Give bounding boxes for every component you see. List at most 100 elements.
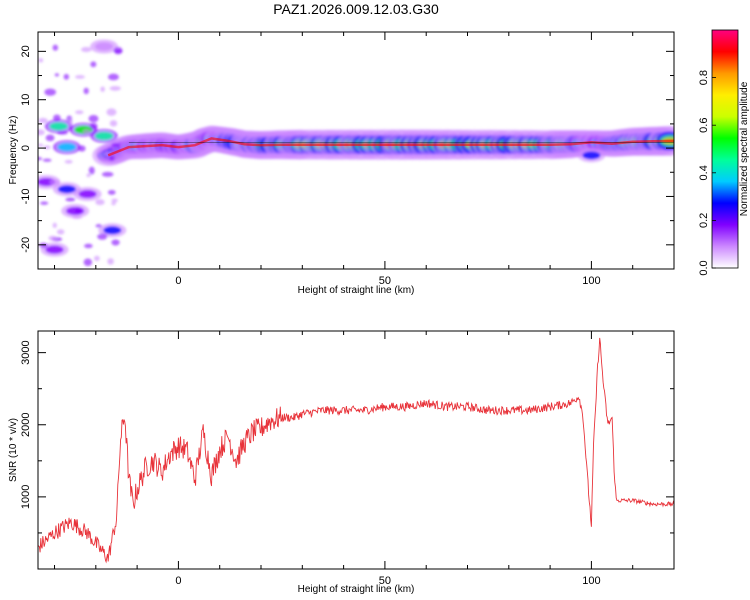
spectrogram-y-tick-label: 0	[20, 145, 32, 151]
snr-content	[38, 337, 674, 564]
snr-plot-area	[38, 331, 674, 569]
noise-speckle	[111, 143, 120, 147]
noise-speckle	[38, 143, 44, 147]
noise-speckle	[107, 258, 114, 265]
noise-speckle	[95, 199, 105, 206]
noise-speckle	[100, 86, 105, 92]
spectrogram-y-tick-label: 20	[20, 45, 32, 57]
spectrogram-x-tick-label: 50	[379, 275, 391, 287]
noise-speckle	[63, 73, 70, 80]
snr-series-line	[38, 337, 674, 564]
spectrogram-panel: 0 50 100 -20 -10 0 10 20 Height of straight lin…	[8, 31, 675, 296]
noise-speckle	[78, 145, 86, 152]
noise-speckle	[109, 155, 115, 162]
noise-speckle	[72, 215, 82, 219]
noise-speckle	[111, 198, 118, 203]
noise-speckle	[113, 49, 123, 53]
noise-speckle	[38, 58, 44, 63]
snr-y-tick-label: 1000	[20, 485, 32, 509]
colorbar-tick-label: 0.6	[698, 118, 710, 133]
noise-speckle	[64, 160, 73, 164]
spectrogram-content	[38, 39, 674, 267]
colorbar-tick-label: 0.4	[698, 165, 710, 180]
noise-speckle	[84, 243, 93, 249]
spectrogram-ticks: 0 50 100 -20 -10 0 10 20	[20, 32, 675, 287]
noise-speckle	[90, 61, 97, 68]
spectrogram-y-axis-label: Frequency (Hz)	[8, 116, 19, 185]
noise-speckle	[53, 114, 61, 122]
noise-speckle	[65, 197, 76, 202]
snr-x-tick-label: 100	[582, 575, 600, 587]
blob-core	[57, 143, 76, 152]
noise-speckle	[88, 166, 95, 175]
spectrogram-y-tick-label: -20	[20, 237, 32, 253]
snr-x-tick-label: 0	[175, 575, 181, 587]
spectrogram-x-axis-label: Height of straight line (km)	[298, 285, 415, 296]
colorbar-tick-label: 0.8	[698, 70, 710, 85]
noise-speckle	[45, 134, 55, 142]
blob-core	[57, 185, 76, 194]
noise-speckle	[49, 179, 61, 185]
noise-speckle	[81, 47, 92, 53]
blob-core	[45, 245, 64, 254]
noise-speckle	[75, 75, 85, 79]
noise-speckle	[83, 87, 89, 95]
noise-speckle	[82, 129, 91, 135]
noise-speckle	[38, 117, 48, 124]
noise-speckle	[111, 202, 116, 206]
colorbar-frame	[711, 29, 739, 269]
noise-speckle	[88, 114, 99, 123]
spectrogram-frame	[37, 31, 675, 270]
noise-speckle	[42, 158, 52, 162]
blob-core	[95, 42, 114, 51]
snr-panel: 0 50 100 1000 2000 3000 Height of straight li…	[8, 330, 675, 595]
noise-speckle	[56, 229, 65, 235]
noise-speckle	[86, 173, 91, 178]
noise-speckle	[83, 258, 93, 267]
noise-speckle	[75, 110, 84, 115]
colorbar: 0.0 0.2 0.4 0.6 0.8 Normalized spectral ampl…	[698, 29, 750, 276]
snr-ticks: 0 50 100 1000 2000 3000	[20, 331, 675, 587]
noise-speckle	[95, 224, 102, 228]
blob-core	[582, 151, 601, 160]
noise-speckle	[109, 86, 121, 91]
colorbar-tick-label: 0.2	[698, 213, 710, 228]
spectrogram-x-tick-label: 100	[582, 275, 600, 287]
blob-core	[103, 226, 122, 235]
noise-speckle	[52, 222, 57, 228]
spectrogram-y-tick-label: -10	[20, 188, 32, 204]
snr-y-tick-label: 3000	[20, 340, 32, 364]
noise-speckle	[101, 171, 114, 177]
noise-speckle	[109, 120, 118, 127]
noise-speckle	[44, 88, 57, 96]
snr-x-tick-label: 50	[379, 575, 391, 587]
snr-y-axis-label: SNR (10 * v/v)	[8, 418, 19, 482]
noise-speckle	[111, 239, 120, 246]
blob-core	[78, 190, 97, 199]
noise-speckle	[54, 73, 59, 77]
blob-core	[38, 177, 56, 186]
noise-speckle	[93, 255, 100, 262]
blob-core	[49, 122, 68, 131]
noise-speckle	[52, 44, 59, 51]
noise-speckle	[89, 122, 98, 130]
noise-speckle	[43, 145, 51, 150]
noise-speckle	[48, 235, 57, 241]
spectrogram-y-tick-label: 10	[20, 94, 32, 106]
noise-speckle	[39, 242, 48, 248]
spectrogram-x-tick-label: 0	[175, 275, 181, 287]
colorbar-label: Normalized spectral amplitude	[739, 81, 750, 216]
noise-speckle	[107, 73, 119, 81]
noise-speckle	[40, 201, 49, 205]
noise-speckle	[97, 233, 108, 240]
noise-speckle	[38, 157, 43, 161]
snr-y-tick-label: 2000	[20, 413, 32, 437]
noise-speckle	[75, 207, 82, 215]
colorbar-gradient	[712, 30, 738, 268]
blob-core	[95, 131, 114, 140]
snr-frame	[37, 330, 675, 570]
snr-x-axis-label: Height of straight line (km)	[298, 584, 415, 595]
noise-speckle	[38, 129, 45, 136]
figure-title: PAZ1.2026.009.12.03.G30	[273, 1, 439, 17]
